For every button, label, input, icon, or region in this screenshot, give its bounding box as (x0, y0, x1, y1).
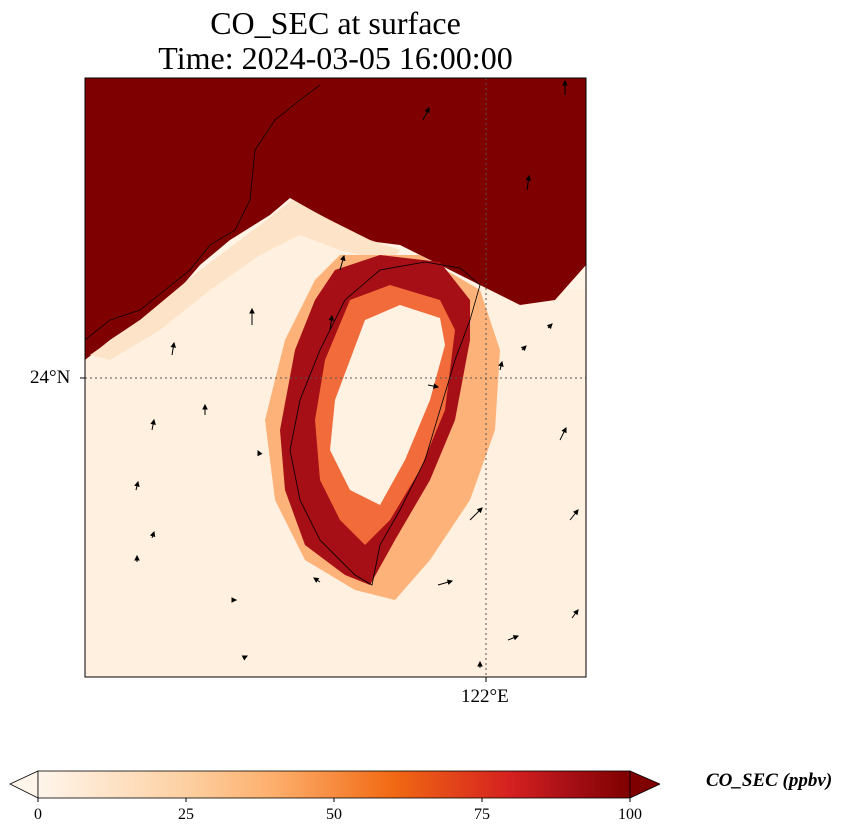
wind-vectors (134, 79, 579, 668)
wind-arrow-head (433, 383, 440, 389)
wind-arrow-head (446, 579, 454, 585)
wind-arrow-head (525, 174, 532, 181)
wind-arrow-head (134, 480, 140, 488)
wind-arrow-head (328, 314, 335, 321)
wind-arrow-head (476, 507, 483, 514)
wind-arrow-head (546, 323, 553, 330)
wind-arrow-head (520, 345, 527, 352)
wind-arrow-head (150, 418, 156, 425)
mainland-region (85, 78, 586, 360)
wind-arrow-head (202, 403, 208, 410)
wind-arrow-head (561, 426, 567, 434)
wind-arrow-head (231, 597, 238, 603)
wind-arrow-head (249, 307, 255, 314)
plot-title-line2: Time: 2024-03-05 16:00:00 (158, 40, 513, 76)
wind-arrow-head (340, 254, 346, 262)
wind-arrow-head (149, 530, 156, 538)
map-field (85, 78, 586, 677)
wind-arrow-head (512, 635, 520, 641)
wind-arrow-head (572, 509, 579, 516)
wind-arrow-head (257, 449, 263, 457)
colorbar-tick-label: 100 (618, 806, 642, 823)
map-panel (80, 77, 587, 682)
plot-title-line1: CO_SEC at surface (210, 5, 461, 41)
colorbar-title: CO_SEC (ppbv) (706, 770, 833, 791)
wind-arrow-head (424, 106, 430, 114)
lon-tick-label: 122°E (461, 686, 509, 707)
wind-arrow-head (562, 79, 568, 86)
wind-arrow-head (241, 655, 249, 661)
colorbar-extend-high (629, 770, 660, 799)
colorbar-tick-label: 0 (34, 806, 42, 823)
wind-arrow-head (573, 609, 579, 616)
wind-arrow-head (134, 554, 140, 561)
coastal-strip (90, 200, 400, 360)
wind-arrow-head (170, 341, 177, 348)
colorbar (9, 770, 660, 802)
island-interior (330, 305, 445, 505)
wind-arrow-head (313, 577, 320, 583)
colorbar-tick-label: 25 (178, 806, 194, 823)
wind-arrow-head (498, 360, 504, 368)
lat-tick-label: 24°N (30, 367, 71, 388)
colorbar-gradient (37, 770, 631, 799)
colorbar-tick-label: 50 (326, 806, 342, 823)
colorbar-tick-label: 75 (474, 806, 490, 823)
taiwan-coastline (289, 261, 481, 586)
wind-arrow-head (477, 660, 483, 667)
mainland-coastline (85, 84, 321, 341)
colorbar-extend-low (9, 770, 39, 799)
